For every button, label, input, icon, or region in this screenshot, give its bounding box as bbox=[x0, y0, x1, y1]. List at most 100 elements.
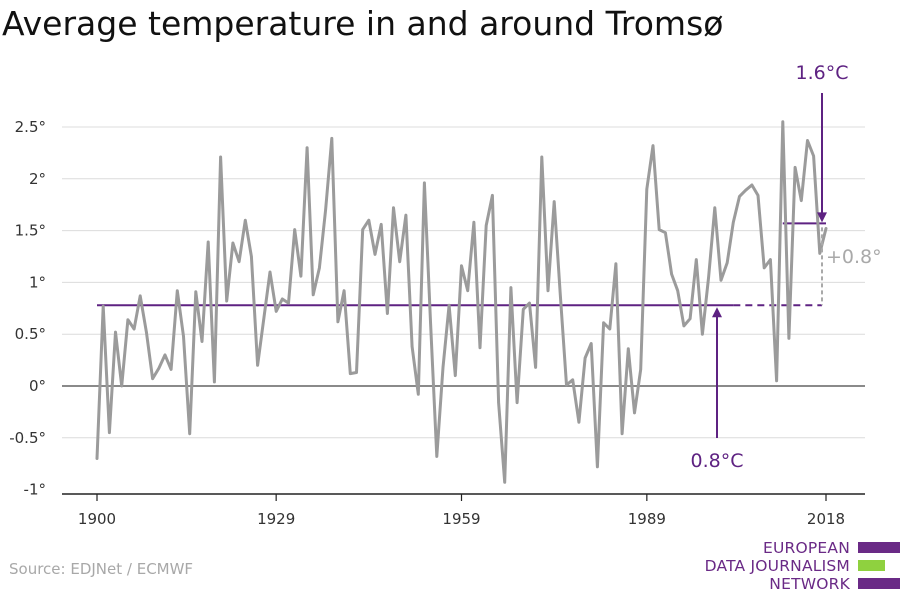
data-point bbox=[441, 366, 445, 369]
data-point bbox=[157, 367, 160, 370]
data-point bbox=[688, 317, 692, 320]
data-point bbox=[571, 378, 574, 381]
logo-bar-green bbox=[858, 560, 885, 571]
data-point bbox=[256, 364, 259, 367]
data-point bbox=[806, 139, 809, 142]
y-tick-label: 1° bbox=[29, 273, 46, 291]
data-point bbox=[386, 312, 389, 315]
data-point bbox=[361, 228, 364, 231]
data-point bbox=[522, 308, 525, 311]
data-point bbox=[274, 310, 278, 313]
data-point bbox=[188, 432, 191, 435]
data-point bbox=[485, 224, 488, 227]
data-point bbox=[546, 289, 550, 292]
arrow-baseline-head bbox=[712, 307, 722, 318]
data-point bbox=[299, 274, 303, 278]
data-point bbox=[101, 305, 105, 308]
recent-reference-label: 1.6°C bbox=[796, 62, 849, 84]
data-point bbox=[268, 270, 272, 274]
data-point bbox=[800, 199, 803, 202]
data-point bbox=[114, 330, 117, 334]
data-point bbox=[169, 368, 173, 371]
y-tick-label: 0.5° bbox=[15, 325, 46, 343]
data-point bbox=[552, 200, 556, 203]
data-point bbox=[756, 194, 760, 197]
data-point bbox=[497, 401, 500, 404]
data-point bbox=[664, 231, 667, 234]
data-point bbox=[676, 289, 679, 292]
data-point bbox=[342, 289, 346, 292]
x-tick-label: 1959 bbox=[442, 510, 480, 528]
data-point bbox=[732, 221, 735, 224]
data-point bbox=[466, 289, 469, 292]
data-point bbox=[565, 383, 568, 387]
data-point bbox=[244, 219, 247, 222]
y-tick-label: 0° bbox=[29, 377, 46, 395]
data-point bbox=[781, 120, 784, 124]
data-point bbox=[163, 353, 167, 357]
data-point bbox=[423, 181, 426, 185]
data-point bbox=[108, 431, 111, 434]
data-point bbox=[139, 294, 142, 298]
data-point bbox=[447, 303, 451, 307]
data-point bbox=[620, 432, 624, 435]
difference-label: +0.8° bbox=[826, 246, 882, 268]
x-tick-label: 1929 bbox=[257, 510, 295, 528]
data-point bbox=[657, 228, 661, 231]
logo-bar-purple-bottom bbox=[858, 578, 900, 589]
source-note: Source: EDJNet / ECMWF bbox=[9, 560, 194, 578]
data-point bbox=[583, 356, 587, 360]
data-point bbox=[559, 293, 562, 297]
data-point bbox=[145, 330, 148, 334]
data-point bbox=[515, 401, 519, 404]
data-point bbox=[454, 374, 457, 377]
data-point bbox=[225, 299, 228, 303]
data-point bbox=[824, 227, 828, 230]
data-point bbox=[596, 465, 599, 469]
data-point bbox=[435, 455, 438, 458]
data-point bbox=[491, 194, 494, 197]
data-point bbox=[713, 206, 716, 210]
data-point bbox=[324, 208, 327, 212]
x-axis: 1900 1929 1959 1989 2018 bbox=[62, 493, 865, 528]
logo-line-european: EUROPEAN bbox=[762, 539, 850, 557]
data-point bbox=[231, 241, 235, 245]
x-tick-label: 2018 bbox=[807, 510, 845, 528]
data-point bbox=[398, 260, 401, 263]
data-point bbox=[312, 293, 315, 297]
data-point bbox=[410, 345, 414, 348]
data-point bbox=[281, 297, 284, 301]
data-point bbox=[701, 333, 704, 336]
data-point bbox=[132, 327, 136, 331]
grid-lines bbox=[62, 126, 865, 439]
data-point bbox=[769, 258, 772, 261]
data-point bbox=[707, 276, 710, 279]
data-point bbox=[200, 340, 204, 343]
data-point bbox=[330, 137, 333, 140]
data-point bbox=[404, 213, 408, 217]
chart-title: Average temperature in and around Tromsø bbox=[2, 4, 724, 43]
data-point bbox=[695, 258, 698, 261]
data-point bbox=[577, 421, 581, 424]
data-point bbox=[812, 154, 815, 158]
data-point bbox=[793, 166, 797, 169]
baseline-reference-label: 0.8°C bbox=[691, 450, 744, 472]
data-point bbox=[478, 346, 482, 349]
data-point bbox=[633, 411, 636, 415]
data-point bbox=[614, 262, 618, 265]
data-point bbox=[293, 228, 296, 231]
data-point bbox=[355, 371, 358, 374]
logo-bar-purple-top bbox=[858, 542, 900, 553]
data-point bbox=[349, 372, 352, 375]
data-point bbox=[719, 279, 723, 282]
data-point bbox=[590, 342, 593, 345]
data-point bbox=[95, 457, 99, 460]
data-point bbox=[151, 377, 154, 380]
data-point bbox=[213, 380, 216, 384]
data-point bbox=[540, 155, 544, 159]
data-point bbox=[126, 318, 130, 321]
data-point bbox=[460, 264, 463, 268]
x-tick-label: 1900 bbox=[78, 510, 116, 528]
data-point bbox=[763, 266, 766, 270]
